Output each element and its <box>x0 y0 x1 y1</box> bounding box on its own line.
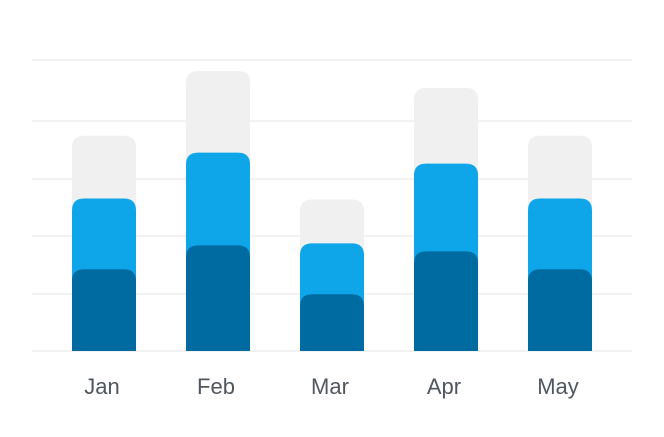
x-tick-label-mar: Mar <box>311 374 349 399</box>
bar-mar-series-1 <box>300 294 364 351</box>
x-tick-label-apr: Apr <box>427 374 461 399</box>
x-tick-label-feb: Feb <box>197 374 235 399</box>
bar-apr-series-1 <box>414 251 478 351</box>
bar-may-series-1 <box>528 269 592 351</box>
bar-jan-series-1 <box>72 269 136 351</box>
bar-feb-series-1 <box>186 245 250 351</box>
x-tick-label-may: May <box>537 374 579 399</box>
x-tick-label-jan: Jan <box>84 374 119 399</box>
